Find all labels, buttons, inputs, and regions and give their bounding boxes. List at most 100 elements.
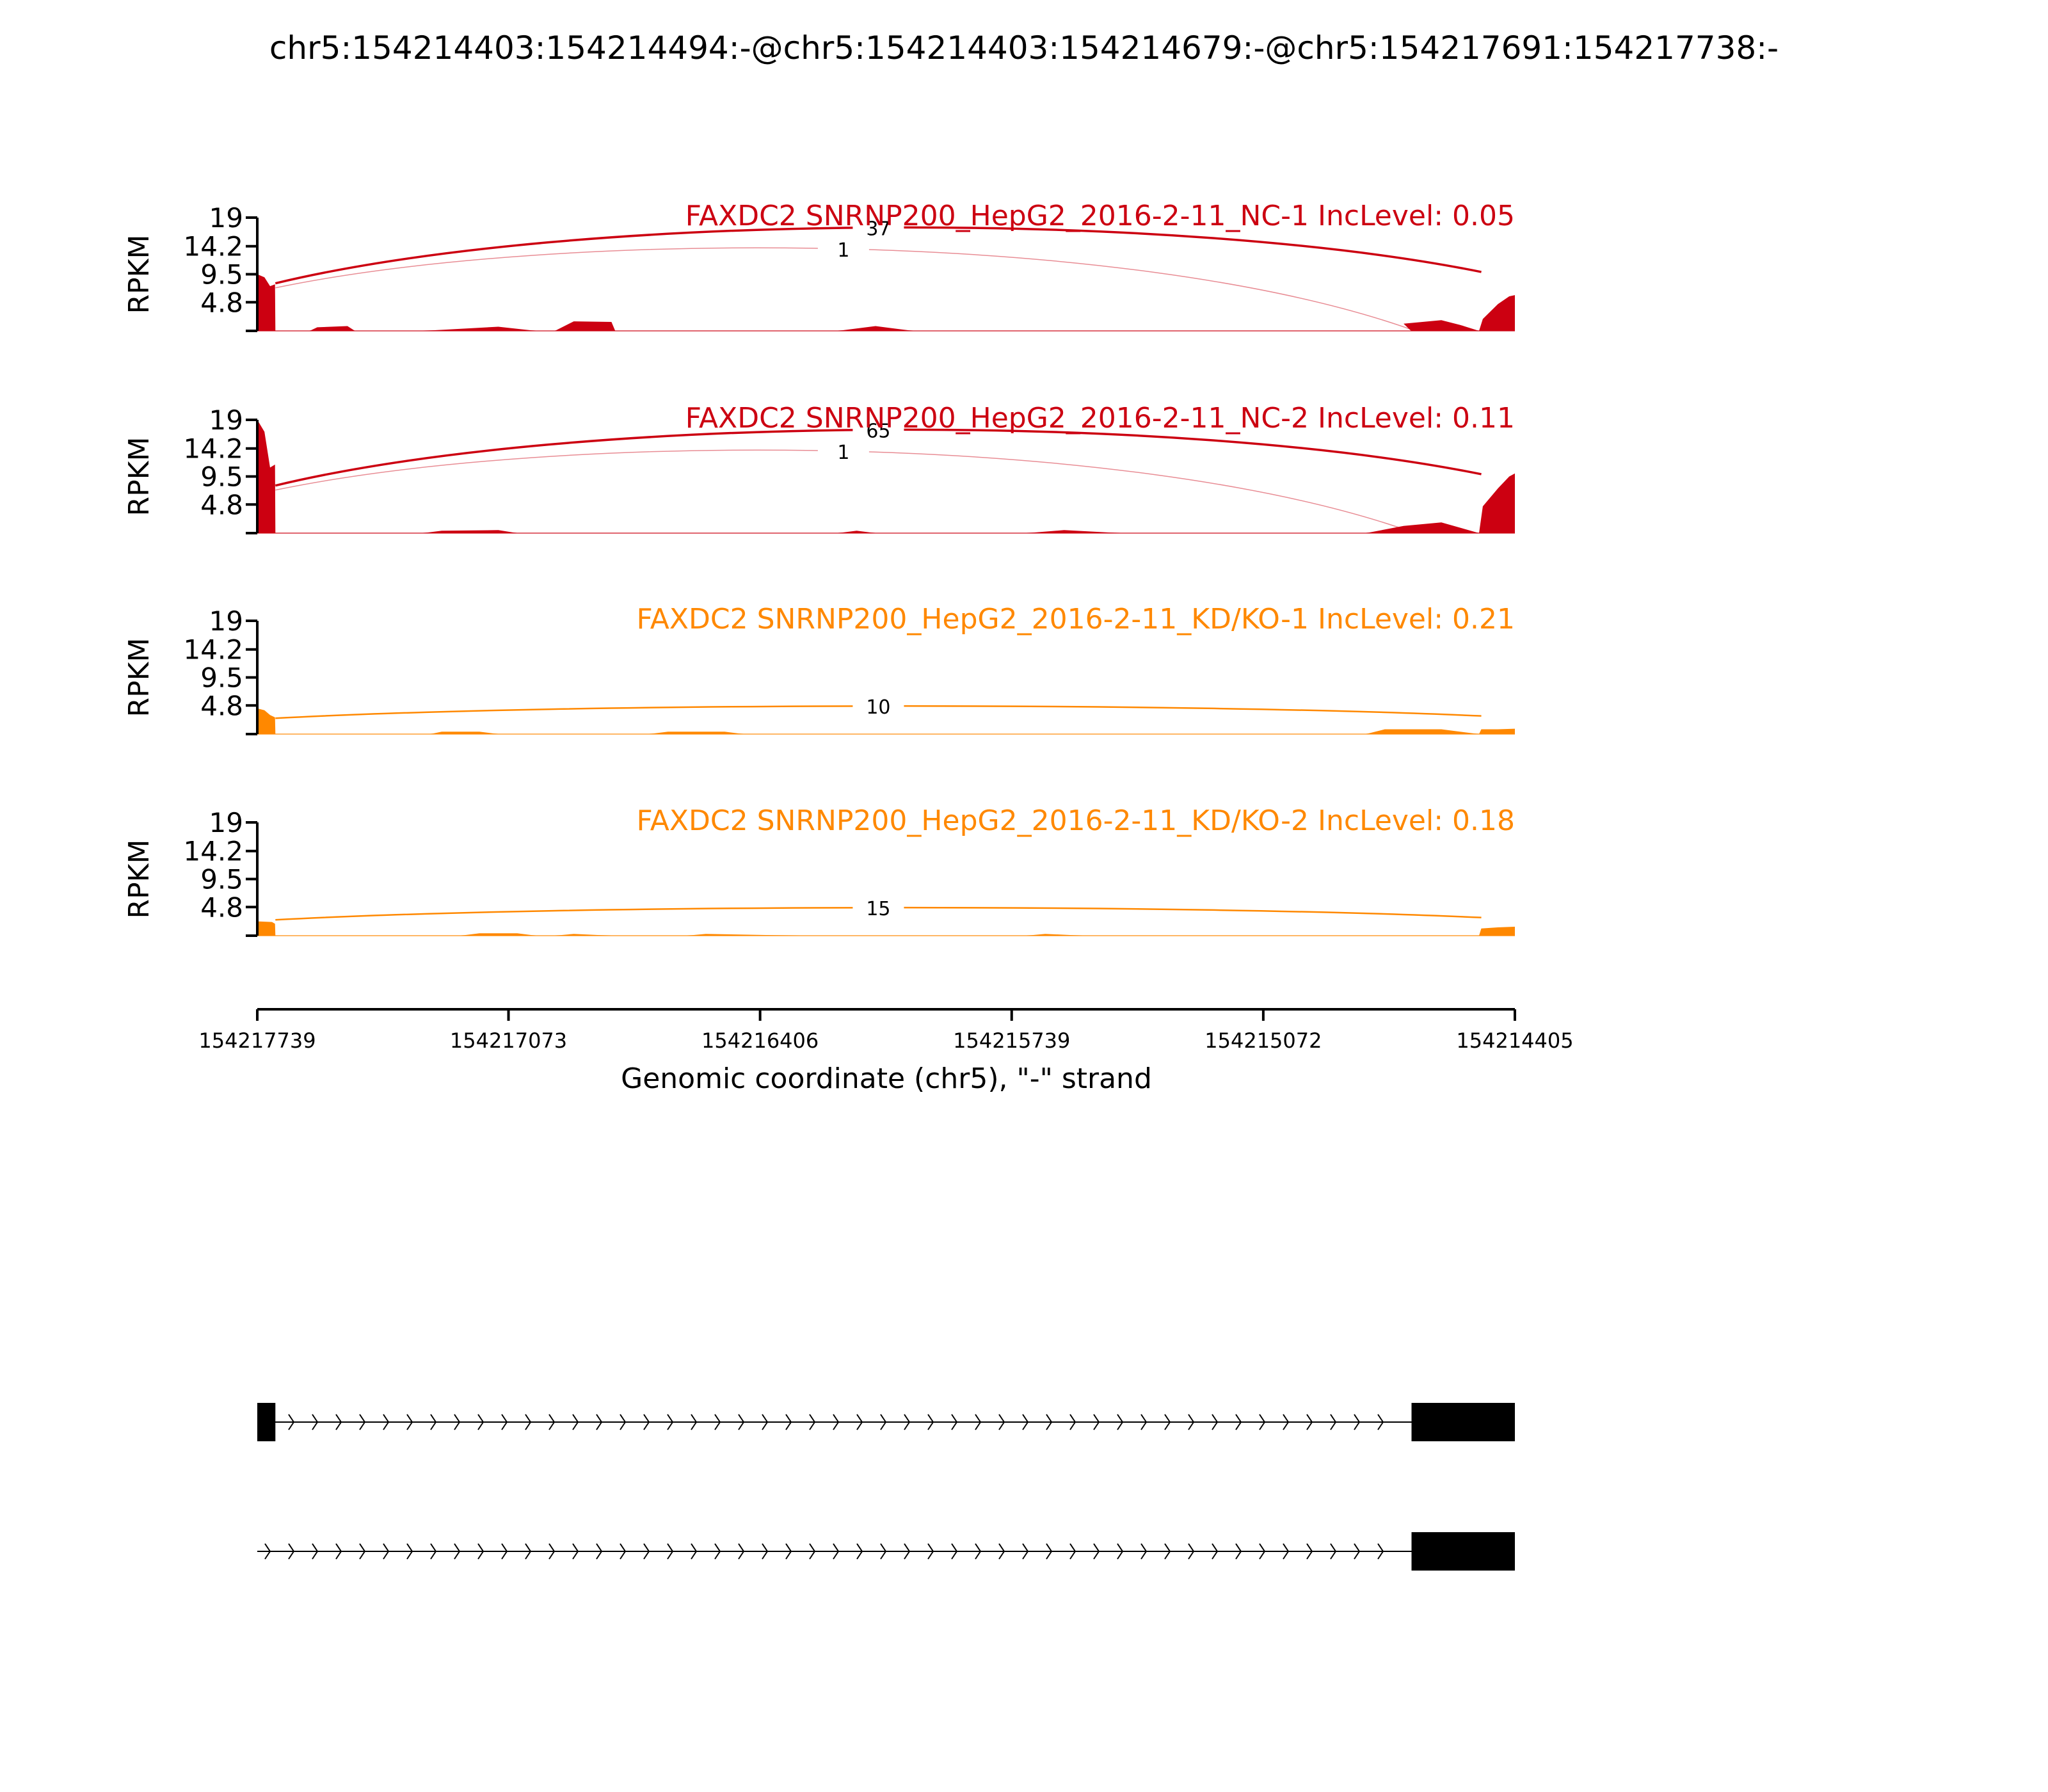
strand-arrow [975, 1414, 982, 1430]
strand-arrow [288, 1414, 295, 1430]
strand-arrow [809, 1543, 816, 1560]
y-tick-label: 14.2 [183, 836, 243, 867]
junction-count: 1 [837, 239, 849, 262]
strand-arrow [406, 1543, 413, 1560]
strand-arrow [572, 1414, 579, 1430]
junction-count: 65 [866, 420, 890, 442]
junction-label-bg [852, 893, 904, 920]
strand-arrow [833, 1414, 840, 1430]
strand-arrow [1093, 1543, 1100, 1560]
junction-layer: 65 1 [275, 415, 1482, 532]
coverage-layer [257, 921, 1515, 936]
strand-arrow [501, 1414, 508, 1430]
strand-arrow [1188, 1414, 1195, 1430]
strand-arrow [1259, 1414, 1266, 1430]
junction-label-bg [852, 213, 904, 239]
strand-arrow [1306, 1414, 1313, 1430]
strand-arrow [714, 1543, 721, 1560]
y-tick-label: 4.8 [200, 287, 243, 318]
strand-arrow [1259, 1543, 1266, 1560]
y-tick-label: 4.8 [200, 892, 243, 923]
y-tick-label: 4.8 [200, 690, 243, 721]
strand-arrow [477, 1414, 484, 1430]
x-tick-label: 154214405 [1456, 1028, 1573, 1053]
strand-arrow [951, 1543, 958, 1560]
y-tick-label: 19 [209, 202, 243, 234]
y-axis-label: RPKM [123, 840, 156, 919]
strand-arrow [1235, 1543, 1242, 1560]
y-tick-label: 14.2 [183, 231, 243, 262]
strand-arrow [454, 1414, 461, 1430]
strand-arrow [1354, 1543, 1361, 1560]
strand-arrow [951, 1414, 958, 1430]
junction-count: 10 [866, 696, 890, 719]
strand-arrow [975, 1543, 982, 1560]
junction-label-bg [852, 692, 904, 718]
exon-block [1411, 1532, 1515, 1571]
strand-arrow [1212, 1414, 1219, 1430]
strand-arrow [1330, 1543, 1337, 1560]
strand-arrow [856, 1543, 863, 1560]
strand-arrow [620, 1414, 627, 1430]
strand-arrow [406, 1414, 413, 1430]
strand-arrow [1140, 1414, 1148, 1430]
strand-arrow [1140, 1543, 1148, 1560]
strand-arrow [1117, 1414, 1124, 1430]
strand-arrow [667, 1414, 674, 1430]
strand-arrow [785, 1543, 792, 1560]
strand-arrow [738, 1414, 745, 1430]
coverage-area [257, 274, 1515, 331]
strand-arrow [691, 1543, 698, 1560]
strand-arrow [312, 1414, 319, 1430]
strand-arrow [785, 1414, 792, 1430]
strand-arrow [691, 1414, 698, 1430]
x-axis: 154217739 154217073 154216406 154215739 1542… [198, 1008, 1574, 1095]
strand-arrow [1046, 1414, 1053, 1430]
strand-arrow [643, 1414, 650, 1430]
strand-arrow [1377, 1414, 1384, 1430]
x-tick-label: 154217073 [450, 1028, 567, 1053]
y-tick-label: 19 [209, 807, 243, 838]
strand-arrow [335, 1543, 342, 1560]
strand-arrow [383, 1543, 390, 1560]
y-tick-label: 14.2 [183, 634, 243, 666]
gene-model-2 [257, 1532, 1515, 1571]
panel-label: FAXDC2 SNRNP200_HepG2_2016-2-11_NC-1 Inc… [685, 200, 1515, 232]
strand-arrow [312, 1543, 319, 1560]
y-axis-label: RPKM [123, 235, 156, 314]
strand-arrow [880, 1414, 887, 1430]
strand-arrow [927, 1543, 934, 1560]
x-axis-label: Genomic coordinate (chr5), "-" strand [621, 1062, 1152, 1095]
strand-arrow [335, 1414, 342, 1430]
junction-label-bg [817, 436, 869, 463]
strand-arrow [359, 1414, 366, 1430]
strand-arrow [1093, 1414, 1100, 1430]
strand-arrow [1069, 1414, 1076, 1430]
strand-arrow [620, 1543, 627, 1560]
strand-arrow [596, 1543, 603, 1560]
strand-arrow [1330, 1414, 1337, 1430]
strand-arrow [1283, 1543, 1290, 1560]
strand-arrow [454, 1543, 461, 1560]
strand-arrow [1069, 1543, 1076, 1560]
strand-arrow [714, 1414, 721, 1430]
panel-label: FAXDC2 SNRNP200_HepG2_2016-2-11_KD/KO-2 … [636, 804, 1515, 837]
strand-arrow [998, 1414, 1005, 1430]
y-axis-label: RPKM [123, 437, 156, 516]
exon-block [257, 1403, 276, 1441]
strand-arrow [904, 1543, 911, 1560]
strand-arrow [525, 1543, 532, 1560]
strand-arrow [430, 1543, 437, 1560]
strand-arrow [596, 1414, 603, 1430]
y-tick-label: 9.5 [200, 662, 243, 694]
strand-arrow [383, 1414, 390, 1430]
x-tick-label: 154217739 [198, 1028, 316, 1053]
y-tick-label: 9.5 [200, 259, 243, 291]
y-axis-label: RPKM [123, 638, 156, 717]
strand-arrow [643, 1543, 650, 1560]
strand-arrow [927, 1414, 934, 1430]
strand-arrow [1212, 1543, 1219, 1560]
